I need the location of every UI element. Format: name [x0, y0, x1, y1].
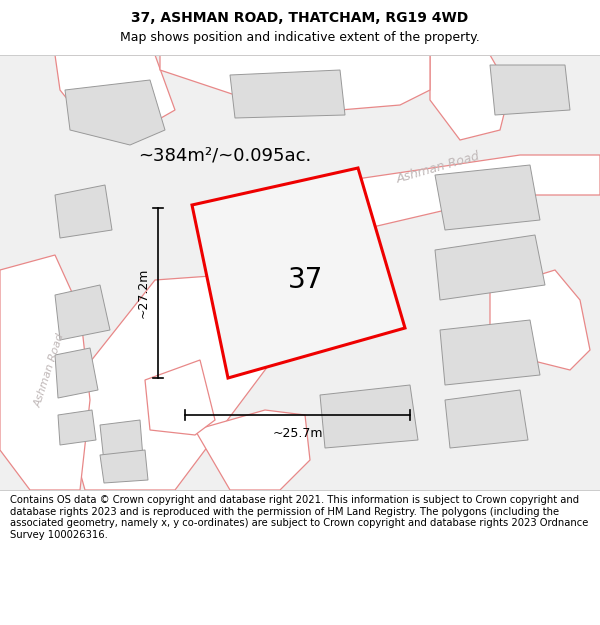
Bar	[0, 0, 600, 55]
Polygon shape	[430, 55, 510, 140]
Polygon shape	[320, 385, 418, 448]
Text: Ashman Road: Ashman Road	[395, 150, 481, 186]
Polygon shape	[58, 410, 96, 445]
Text: ~25.7m: ~25.7m	[272, 427, 323, 440]
Text: ~27.2m: ~27.2m	[137, 268, 150, 318]
Polygon shape	[490, 65, 570, 115]
Polygon shape	[490, 270, 590, 370]
Polygon shape	[160, 55, 430, 110]
Polygon shape	[195, 410, 310, 490]
Text: 37: 37	[288, 266, 323, 294]
Polygon shape	[145, 360, 215, 435]
Bar	[0, 490, 600, 625]
Polygon shape	[55, 185, 112, 238]
Polygon shape	[0, 55, 600, 490]
Polygon shape	[230, 70, 345, 118]
Text: Map shows position and indicative extent of the property.: Map shows position and indicative extent…	[120, 31, 480, 44]
Polygon shape	[60, 270, 310, 490]
Polygon shape	[440, 320, 540, 385]
Text: Contains OS data © Crown copyright and database right 2021. This information is : Contains OS data © Crown copyright and d…	[10, 495, 589, 540]
Polygon shape	[65, 80, 165, 145]
Polygon shape	[310, 155, 600, 250]
Polygon shape	[55, 55, 175, 130]
Text: 37, ASHMAN ROAD, THATCHAM, RG19 4WD: 37, ASHMAN ROAD, THATCHAM, RG19 4WD	[131, 11, 469, 25]
Polygon shape	[435, 235, 545, 300]
Text: Ashman Road: Ashman Road	[210, 298, 286, 362]
Text: Ashman Road: Ashman Road	[34, 332, 67, 408]
Polygon shape	[192, 168, 405, 378]
Polygon shape	[100, 420, 143, 462]
Polygon shape	[0, 255, 90, 490]
Polygon shape	[55, 285, 110, 340]
Polygon shape	[100, 450, 148, 483]
Polygon shape	[435, 165, 540, 230]
Polygon shape	[55, 348, 98, 398]
Text: ~384m²/~0.095ac.: ~384m²/~0.095ac.	[139, 146, 311, 164]
Polygon shape	[445, 390, 528, 448]
